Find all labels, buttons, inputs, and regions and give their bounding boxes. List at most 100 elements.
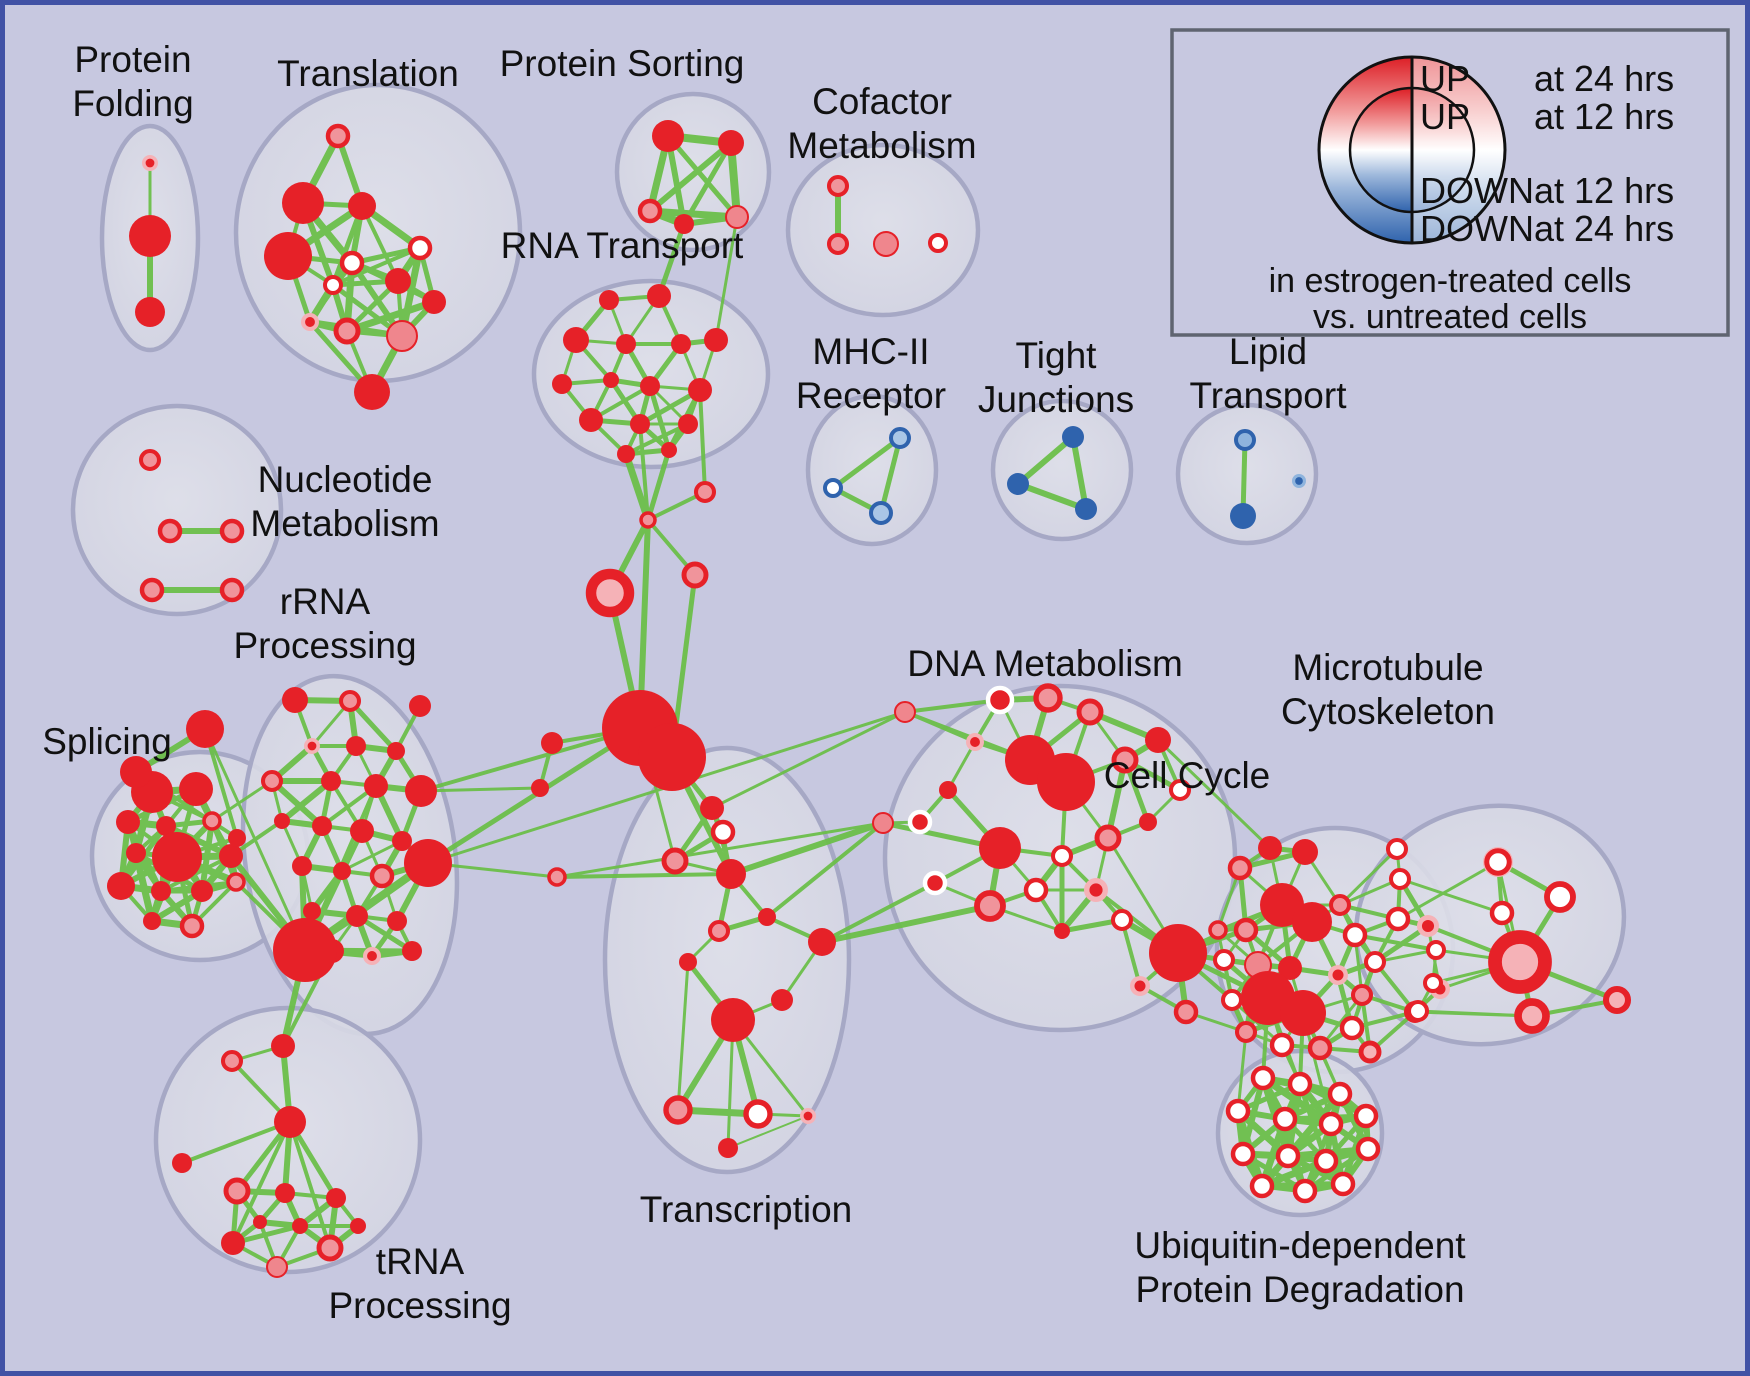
- node-ps-3: [674, 214, 694, 234]
- legend-right-half-fade: [1412, 57, 1505, 243]
- edge: [343, 298, 438, 335]
- cluster-label-lipid-transport: Lipid: [1229, 331, 1307, 372]
- node-cc-4: [1292, 902, 1332, 942]
- node-cm-2: [873, 231, 899, 257]
- node-tr-0: [325, 123, 351, 149]
- node-tr-1: [282, 182, 324, 224]
- node-tx-13: [718, 1138, 738, 1158]
- node-rr-11: [312, 816, 332, 836]
- cluster-label-mhc-ii-receptor: Receptor: [796, 375, 946, 416]
- node-cc-25: [1385, 906, 1411, 932]
- node-lt-1: [1230, 503, 1256, 529]
- node-cc-23: [1385, 837, 1409, 861]
- node-rr-12: [350, 819, 374, 843]
- node-rt-12: [678, 414, 698, 434]
- legend-time-1: at 12 hrs: [1534, 96, 1674, 137]
- edge: [820, 881, 937, 944]
- node-rr-5: [387, 742, 405, 760]
- cluster-label-trna-processing: tRNA: [376, 1241, 465, 1282]
- cluster-label-rrna-processing: Processing: [233, 625, 416, 666]
- node-tr-6: [385, 268, 411, 294]
- edge: [419, 786, 542, 793]
- edge: [830, 435, 903, 491]
- edge: [710, 710, 907, 810]
- node-ub-6: [1353, 1103, 1379, 1129]
- edge: [656, 221, 687, 299]
- node-pf-2: [135, 297, 165, 327]
- node-ps-1: [718, 130, 744, 156]
- node-rr-18: [303, 902, 321, 920]
- cluster-label-rna-transport: RNA Transport: [501, 225, 744, 266]
- node-dn-22: [1173, 999, 1199, 1025]
- node-rt-11: [630, 414, 650, 434]
- node-ub-1: [1287, 1071, 1313, 1097]
- node-tn-10: [221, 1231, 245, 1255]
- node-rr-14: [292, 856, 312, 876]
- node-dn-19: [1149, 924, 1207, 982]
- node-ub-2: [1327, 1081, 1353, 1107]
- node-mhc-1: [823, 478, 843, 498]
- cluster-label-trna-processing: Processing: [328, 1285, 511, 1326]
- node-ub-7: [1230, 1141, 1256, 1167]
- node-cc-16: [1307, 1035, 1333, 1061]
- node-tn-7: [253, 1215, 267, 1229]
- edge: [624, 422, 690, 456]
- node-cc-26: [1417, 915, 1439, 937]
- edge: [279, 778, 334, 824]
- node-dn-9: [939, 781, 957, 799]
- legend-footer-line-1: vs. untreated cells: [1313, 298, 1587, 336]
- edge: [728, 820, 886, 877]
- node-tr-10: [386, 320, 418, 352]
- edge: [1396, 860, 1500, 921]
- node-cc-2: [1292, 839, 1318, 865]
- node-ch-5: [638, 723, 706, 791]
- node-ub-9: [1313, 1148, 1339, 1174]
- node-cm-0: [826, 174, 850, 198]
- node-cm-1: [826, 232, 850, 256]
- node-tx-9: [771, 989, 793, 1011]
- node-ch-3: [681, 561, 709, 589]
- edge: [1398, 877, 1504, 915]
- node-cc-21: [1208, 920, 1228, 940]
- edge: [638, 422, 650, 522]
- node-rr-9: [405, 775, 437, 807]
- node-mc-8: [1406, 999, 1430, 1023]
- node-dn-1: [1033, 683, 1063, 713]
- edge: [727, 1115, 809, 1149]
- node-sp-7: [219, 844, 243, 868]
- node-ub-3: [1225, 1098, 1251, 1124]
- edge: [645, 447, 672, 523]
- node-sp-9: [151, 881, 171, 901]
- node-rr-22: [363, 947, 381, 965]
- node-tx-12: [800, 1108, 816, 1124]
- node-dn-6: [1111, 746, 1139, 774]
- node-sx-1: [120, 756, 152, 788]
- node-dn-8: [1168, 778, 1192, 802]
- edge: [647, 383, 672, 453]
- node-cc-22: [1358, 1040, 1382, 1064]
- cluster-hull-tj: [990, 398, 1134, 542]
- edge: [210, 779, 274, 823]
- edge: [622, 450, 652, 524]
- node-tr-11: [354, 374, 390, 410]
- edge: [819, 903, 993, 945]
- node-pf-0: [142, 155, 158, 171]
- cluster-label-ubiquitin: Protein Degradation: [1135, 1269, 1464, 1310]
- edge: [331, 246, 422, 287]
- node-dn-16: [974, 890, 1006, 922]
- edge: [340, 839, 404, 873]
- edge: [698, 388, 707, 494]
- node-pf-1: [129, 215, 171, 257]
- node-tr-3: [264, 232, 312, 280]
- node-cc-1: [1258, 836, 1282, 860]
- node-sp-2: [116, 810, 140, 834]
- edge: [159, 854, 233, 893]
- node-rt-5: [704, 328, 728, 352]
- node-rr-24: [273, 918, 337, 982]
- node-dn-23: [894, 701, 916, 723]
- node-ub-5: [1318, 1111, 1344, 1137]
- node-dn-0: [985, 685, 1015, 715]
- node-tx-1: [710, 819, 736, 845]
